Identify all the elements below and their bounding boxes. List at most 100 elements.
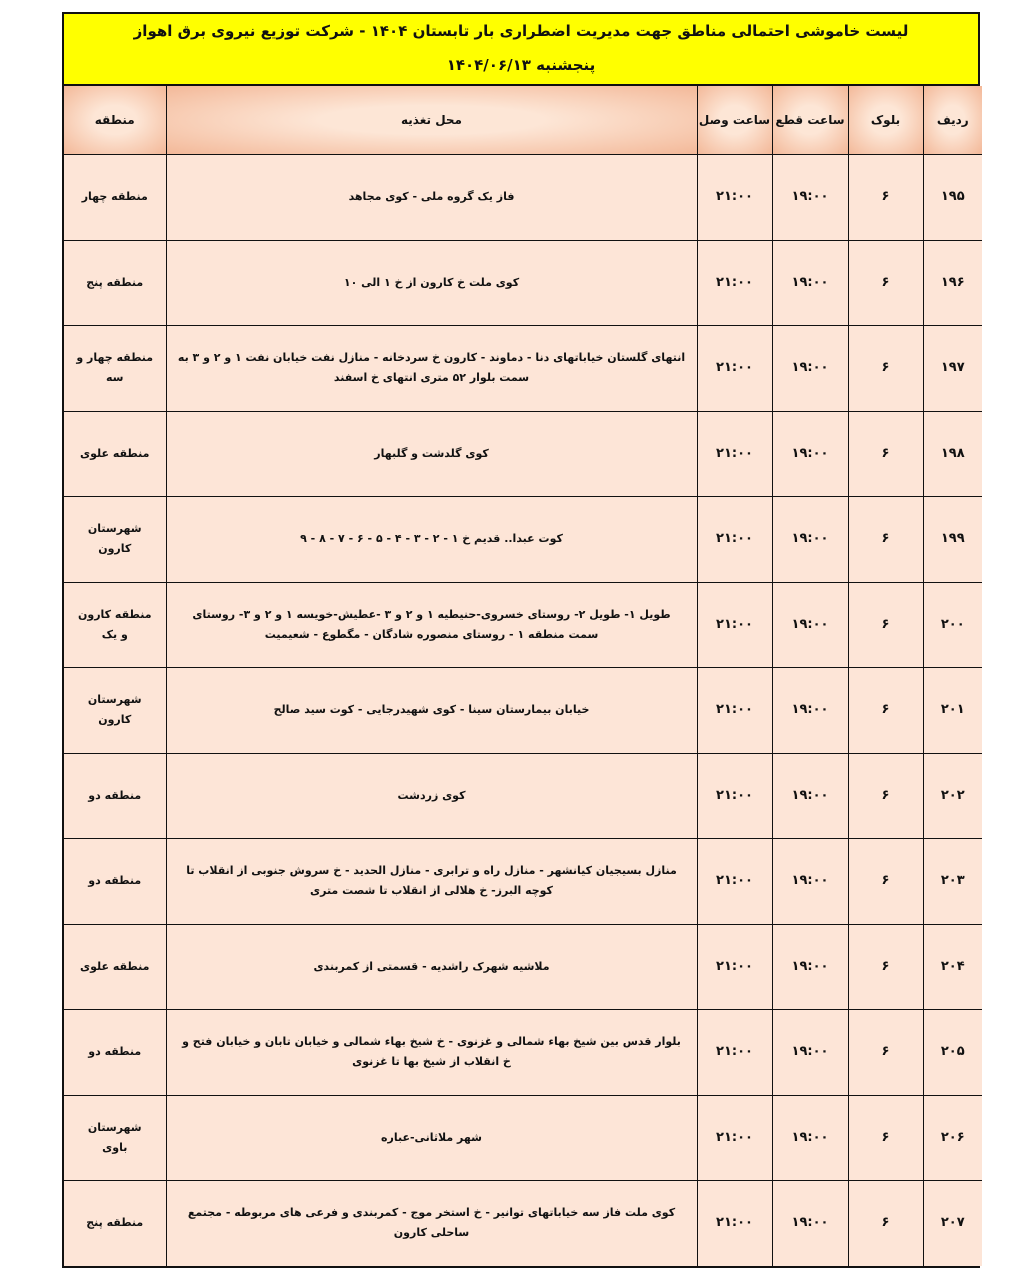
cell-cut-time: ۱۹:۰۰ xyxy=(771,325,849,412)
cell-cut-time: ۱۹:۰۰ xyxy=(771,410,849,497)
cell-location: کوت عبدا.. قدیم خ ۱ - ۲ - ۳ - ۴ - ۵ - ۶ … xyxy=(165,496,698,583)
cell-block: ۶ xyxy=(847,1094,924,1181)
cell-location: شهر ملاثانی-عباره xyxy=(165,1094,698,1181)
cell-row-number: ۲۰۲ xyxy=(922,752,982,839)
cell-region: منطقه علوی xyxy=(64,923,167,1010)
header-row: ردیف بلوک ساعت قطع ساعت وصل محل تغذیه من… xyxy=(64,86,982,155)
cell-row-number: ۱۹۸ xyxy=(922,410,982,497)
table-row: ۲۰۱ ۶ ۱۹:۰۰ ۲۱:۰۰ خیابان بیمارستان سینا - کو… xyxy=(64,667,982,754)
header-row-number: ردیف xyxy=(922,86,982,155)
cell-row-number: ۲۰۷ xyxy=(922,1180,982,1266)
cell-block: ۶ xyxy=(847,838,924,925)
cell-block: ۶ xyxy=(847,496,924,583)
cell-region: شهرستان باوی xyxy=(64,1094,167,1181)
cell-block: ۶ xyxy=(847,752,924,839)
cell-region: منطقه پنج xyxy=(64,239,167,326)
cell-connect-time: ۲۱:۰۰ xyxy=(696,923,773,1010)
cell-location: کوی ملت خ کارون از خ ۱ الی ۱۰ xyxy=(165,239,698,326)
cell-cut-time: ۱۹:۰۰ xyxy=(771,154,849,241)
cell-row-number: ۲۰۳ xyxy=(922,838,982,925)
document-title: لیست خاموشی احتمالی مناطق جهت مدیریت اضط… xyxy=(133,22,909,40)
cell-location: کوی ملت فاز سه خیاباتهای توانیر - خ استخ… xyxy=(165,1180,698,1266)
cell-block: ۶ xyxy=(847,154,924,241)
cell-connect-time: ۲۱:۰۰ xyxy=(696,325,773,412)
cell-location: خیابان بیمارستان سینا - کوی شهیدرجایی - … xyxy=(165,667,698,754)
cell-region: منطقه دو xyxy=(64,838,167,925)
table-row: ۲۰۵ ۶ ۱۹:۰۰ ۲۱:۰۰ بلوار قدس بین شیخ بهاء شما… xyxy=(64,1009,982,1096)
table-row: ۱۹۷ ۶ ۱۹:۰۰ ۲۱:۰۰ انتهای گلستان خیاباتهای دن… xyxy=(64,325,982,412)
cell-cut-time: ۱۹:۰۰ xyxy=(771,752,849,839)
cell-location: طویل ۱- طویل ۲- روستای خسروی-حنیطیه ۱ و … xyxy=(165,581,698,668)
outage-schedule-sheet: لیست خاموشی احتمالی مناطق جهت مدیریت اضط… xyxy=(62,12,982,1268)
table-row: ۲۰۰ ۶ ۱۹:۰۰ ۲۱:۰۰ طویل ۱- طویل ۲- روستای خسر… xyxy=(64,581,982,668)
title-banner: لیست خاموشی احتمالی مناطق جهت مدیریت اضط… xyxy=(64,14,978,86)
cell-cut-time: ۱۹:۰۰ xyxy=(771,1180,849,1266)
cell-region: منطقه دو xyxy=(64,752,167,839)
cell-connect-time: ۲۱:۰۰ xyxy=(696,838,773,925)
cell-row-number: ۱۹۷ xyxy=(922,325,982,412)
table-row: ۲۰۶ ۶ ۱۹:۰۰ ۲۱:۰۰ شهر ملاثانی-عباره شهرستان ب… xyxy=(64,1094,982,1181)
cell-connect-time: ۲۱:۰۰ xyxy=(696,667,773,754)
cell-connect-time: ۲۱:۰۰ xyxy=(696,154,773,241)
cell-cut-time: ۱۹:۰۰ xyxy=(771,838,849,925)
cell-connect-time: ۲۱:۰۰ xyxy=(696,752,773,839)
outage-table: ردیف بلوک ساعت قطع ساعت وصل محل تغذیه من… xyxy=(64,86,982,1266)
cell-block: ۶ xyxy=(847,667,924,754)
cell-row-number: ۲۰۱ xyxy=(922,667,982,754)
cell-connect-time: ۲۱:۰۰ xyxy=(696,581,773,668)
cell-row-number: ۲۰۵ xyxy=(922,1009,982,1096)
cell-cut-time: ۱۹:۰۰ xyxy=(771,667,849,754)
cell-location: کوی زردشت xyxy=(165,752,698,839)
table-row: ۲۰۴ ۶ ۱۹:۰۰ ۲۱:۰۰ ملاشیه شهرک راشدیه - قسمتی… xyxy=(64,923,982,1010)
cell-location: منازل بسیجیان کیانشهر - منازل راه و تراب… xyxy=(165,838,698,925)
header-connect-time: ساعت وصل xyxy=(696,86,773,155)
cell-location: ملاشیه شهرک راشدیه - قسمتی از کمربندی xyxy=(165,923,698,1010)
cell-connect-time: ۲۱:۰۰ xyxy=(696,496,773,583)
table-row: ۱۹۹ ۶ ۱۹:۰۰ ۲۱:۰۰ کوت عبدا.. قدیم خ ۱ - ۲ - … xyxy=(64,496,982,583)
cell-row-number: ۲۰۰ xyxy=(922,581,982,668)
cell-row-number: ۱۹۵ xyxy=(922,154,982,241)
cell-region: منطقه چهار و سه xyxy=(64,325,167,412)
cell-cut-time: ۱۹:۰۰ xyxy=(771,1094,849,1181)
header-cut-time: ساعت قطع xyxy=(771,86,849,155)
table-row: ۱۹۵ ۶ ۱۹:۰۰ ۲۱:۰۰ فاز یک گروه ملی - کوی مجاه… xyxy=(64,154,982,241)
cell-location: فاز یک گروه ملی - کوی مجاهد xyxy=(165,154,698,241)
cell-block: ۶ xyxy=(847,1009,924,1096)
cell-cut-time: ۱۹:۰۰ xyxy=(771,581,849,668)
cell-region: شهرستان کارون xyxy=(64,496,167,583)
cell-row-number: ۲۰۶ xyxy=(922,1094,982,1181)
cell-region: منطقه دو xyxy=(64,1009,167,1096)
cell-location: انتهای گلستان خیاباتهای دنا - دماوند - ک… xyxy=(165,325,698,412)
cell-connect-time: ۲۱:۰۰ xyxy=(696,1009,773,1096)
table-row: ۱۹۸ ۶ ۱۹:۰۰ ۲۱:۰۰ کوی گلدشت و گلبهار منطقه عل… xyxy=(64,410,982,497)
table-row: ۲۰۷ ۶ ۱۹:۰۰ ۲۱:۰۰ کوی ملت فاز سه خیاباتهای ت… xyxy=(64,1180,982,1266)
cell-block: ۶ xyxy=(847,410,924,497)
header-block: بلوک xyxy=(847,86,924,155)
cell-connect-time: ۲۱:۰۰ xyxy=(696,1094,773,1181)
table-row: ۲۰۳ ۶ ۱۹:۰۰ ۲۱:۰۰ منازل بسیجیان کیانشهر - من… xyxy=(64,838,982,925)
table-row: ۲۰۲ ۶ ۱۹:۰۰ ۲۱:۰۰ کوی زردشت منطقه دو xyxy=(64,752,982,839)
cell-block: ۶ xyxy=(847,1180,924,1266)
cell-location: بلوار قدس بین شیخ بهاء شمالی و غزنوی - خ… xyxy=(165,1009,698,1096)
cell-row-number: ۱۹۶ xyxy=(922,239,982,326)
header-region: منطقه xyxy=(64,86,167,155)
cell-cut-time: ۱۹:۰۰ xyxy=(771,923,849,1010)
cell-block: ۶ xyxy=(847,239,924,326)
cell-row-number: ۱۹۹ xyxy=(922,496,982,583)
cell-region: شهرستان کارون xyxy=(64,667,167,754)
header-location: محل تغذیه xyxy=(165,86,698,155)
cell-connect-time: ۲۱:۰۰ xyxy=(696,410,773,497)
cell-region: منطقه کارون و یک xyxy=(64,581,167,668)
cell-cut-time: ۱۹:۰۰ xyxy=(771,1009,849,1096)
cell-location: کوی گلدشت و گلبهار xyxy=(165,410,698,497)
cell-region: منطقه علوی xyxy=(64,410,167,497)
table-row: ۱۹۶ ۶ ۱۹:۰۰ ۲۱:۰۰ کوی ملت خ کارون از خ ۱ الی… xyxy=(64,239,982,326)
cell-region: منطقه پنج xyxy=(64,1180,167,1266)
cell-cut-time: ۱۹:۰۰ xyxy=(771,496,849,583)
cell-block: ۶ xyxy=(847,923,924,1010)
cell-connect-time: ۲۱:۰۰ xyxy=(696,239,773,326)
cell-block: ۶ xyxy=(847,581,924,668)
document-date: پنجشنبه ۱۴۰۴/۰۶/۱۳ xyxy=(446,56,596,74)
cell-cut-time: ۱۹:۰۰ xyxy=(771,239,849,326)
cell-row-number: ۲۰۴ xyxy=(922,923,982,1010)
